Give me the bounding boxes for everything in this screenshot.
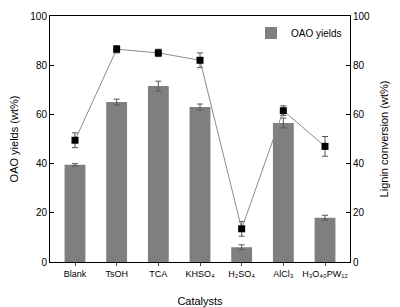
svg-text:Blank: Blank <box>64 269 87 279</box>
svg-text:OAO yields (wt%): OAO yields (wt%) <box>8 96 20 183</box>
svg-text:0: 0 <box>353 257 359 268</box>
svg-text:Lignin conversion (wt%): Lignin conversion (wt%) <box>378 81 390 198</box>
svg-text:OAO yields: OAO yields <box>291 28 342 39</box>
svg-text:80: 80 <box>353 60 365 71</box>
svg-text:100: 100 <box>30 11 47 22</box>
svg-text:40: 40 <box>36 158 48 169</box>
svg-text:H₂SO₄: H₂SO₄ <box>228 269 255 279</box>
svg-text:AlCl₃: AlCl₃ <box>273 269 294 279</box>
svg-text:60: 60 <box>353 109 365 120</box>
svg-text:TsOH: TsOH <box>105 269 128 279</box>
svg-text:100: 100 <box>353 11 370 22</box>
svg-text:Catalysts: Catalysts <box>177 295 223 307</box>
svg-text:TCA: TCA <box>149 269 167 279</box>
svg-text:H₃O₄₀PW₁₂: H₃O₄₀PW₁₂ <box>302 269 348 279</box>
svg-text:20: 20 <box>36 207 48 218</box>
svg-text:0: 0 <box>41 257 47 268</box>
svg-text:40: 40 <box>353 158 365 169</box>
svg-text:60: 60 <box>36 109 48 120</box>
svg-text:20: 20 <box>353 207 365 218</box>
svg-text:80: 80 <box>36 60 48 71</box>
svg-text:KHSO₄: KHSO₄ <box>185 269 215 279</box>
